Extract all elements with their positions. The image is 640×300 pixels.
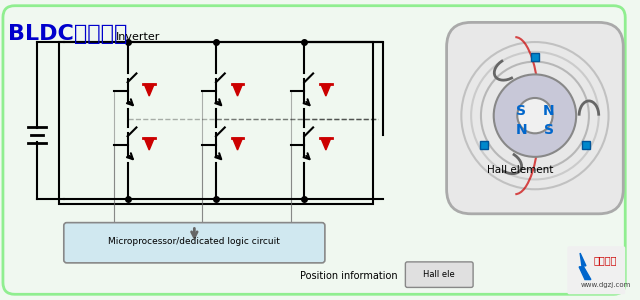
- Circle shape: [493, 74, 576, 157]
- Bar: [582, 141, 590, 149]
- Polygon shape: [579, 253, 591, 280]
- Polygon shape: [232, 84, 243, 96]
- Text: 电工之家: 电工之家: [594, 255, 618, 265]
- Text: Hall element: Hall element: [487, 165, 554, 175]
- Text: Position information: Position information: [300, 271, 397, 281]
- Polygon shape: [321, 84, 331, 96]
- FancyBboxPatch shape: [64, 223, 325, 263]
- Bar: [531, 53, 539, 61]
- Text: Inverter: Inverter: [116, 32, 160, 42]
- FancyBboxPatch shape: [447, 22, 623, 214]
- Polygon shape: [144, 138, 154, 150]
- FancyBboxPatch shape: [3, 6, 625, 294]
- Bar: [59, 42, 373, 204]
- Polygon shape: [232, 138, 243, 150]
- Text: N: N: [515, 123, 527, 137]
- Text: www.dgzj.com: www.dgzj.com: [581, 283, 632, 289]
- Circle shape: [517, 98, 552, 133]
- Text: Hall ele: Hall ele: [423, 270, 454, 279]
- Text: N: N: [543, 104, 554, 118]
- Bar: [480, 141, 488, 149]
- FancyBboxPatch shape: [567, 246, 625, 294]
- Polygon shape: [144, 84, 154, 96]
- Polygon shape: [321, 138, 331, 150]
- Text: Microprocessor/dedicated logic circuit: Microprocessor/dedicated logic circuit: [108, 237, 280, 246]
- Text: S: S: [516, 104, 526, 118]
- Text: S: S: [544, 123, 554, 137]
- Text: BLDC驱动电路: BLDC驱动电路: [8, 24, 127, 44]
- FancyBboxPatch shape: [405, 262, 473, 287]
